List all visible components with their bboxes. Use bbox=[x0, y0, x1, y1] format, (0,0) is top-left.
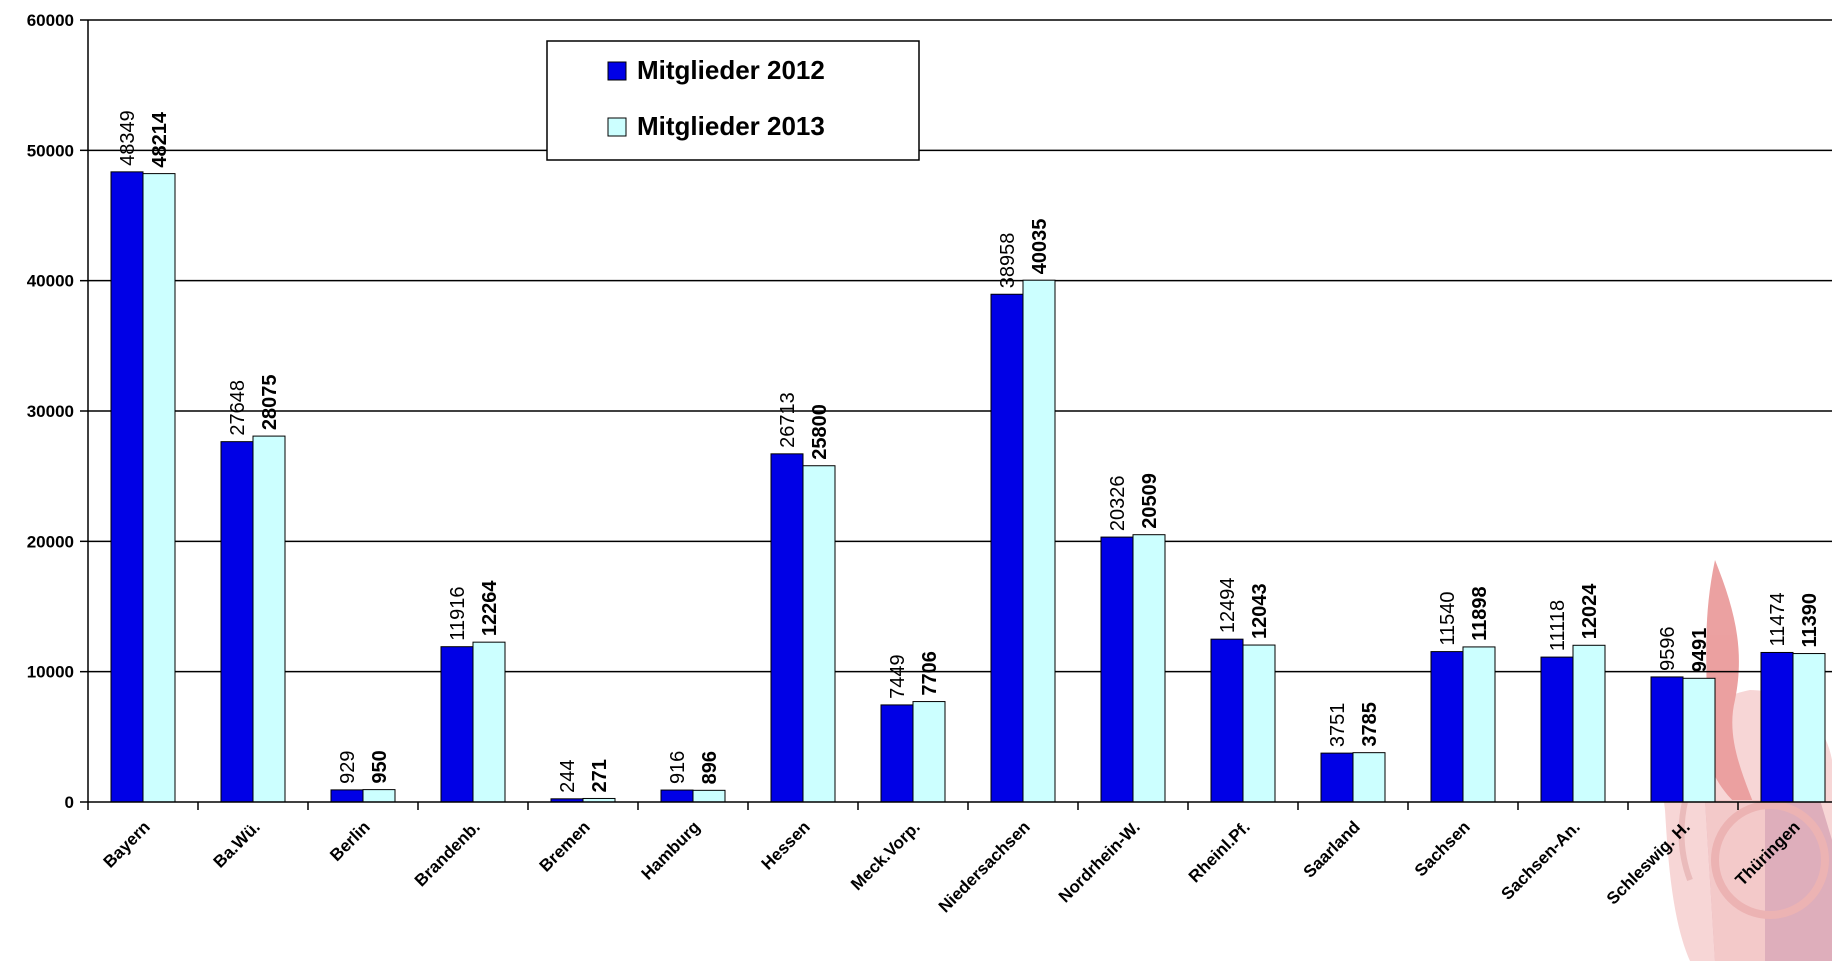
bar-2013 bbox=[1132, 534, 1166, 803]
data-label: 40035 bbox=[1029, 219, 1051, 275]
data-label: 11898 bbox=[1469, 586, 1491, 641]
data-label: 11916 bbox=[447, 587, 469, 641]
data-label: 12043 bbox=[1249, 583, 1271, 639]
data-labels: 48349 48214 27648 28075 929 950 11916 12264 244 2… bbox=[117, 110, 1821, 793]
data-label: 20326 bbox=[1107, 475, 1129, 531]
data-label: 28075 bbox=[259, 374, 281, 430]
bar-2013 bbox=[1462, 646, 1496, 803]
data-label: 11540 bbox=[1437, 591, 1459, 645]
bar-2012 bbox=[1430, 651, 1464, 803]
bar-2012 bbox=[880, 704, 914, 803]
y-tick-label: 30000 bbox=[27, 402, 74, 421]
data-label: 25800 bbox=[809, 404, 831, 460]
x-tick-label: Saarland bbox=[1300, 817, 1364, 881]
y-tick-label: 50000 bbox=[27, 141, 74, 160]
bar-2012 bbox=[330, 789, 364, 803]
bar-2013 bbox=[1792, 653, 1826, 803]
legend-label: Mitglieder 2012 bbox=[637, 55, 825, 85]
data-label: 12494 bbox=[1217, 578, 1239, 634]
x-tick-label: Meck.Vorp. bbox=[847, 817, 924, 894]
x-tick-label: Nordrhein-W. bbox=[1055, 817, 1144, 906]
y-axis-tick-labels: 0 10000 20000 30000 40000 50000 60000 bbox=[27, 11, 74, 812]
axes bbox=[80, 19, 1832, 810]
data-label: 11118 bbox=[1547, 600, 1569, 651]
data-label: 896 bbox=[699, 751, 721, 784]
x-tick-label: Hamburg bbox=[638, 817, 704, 883]
bar-2013 bbox=[142, 173, 176, 803]
gridlines bbox=[88, 19, 1832, 673]
data-label: 38958 bbox=[997, 233, 1019, 289]
legend-swatch bbox=[607, 117, 627, 137]
bar-2012 bbox=[1650, 676, 1684, 803]
legend-swatch bbox=[607, 61, 627, 81]
bar-2013 bbox=[692, 789, 726, 803]
x-tick-label: Brandenb. bbox=[411, 817, 484, 890]
bar-2012 bbox=[110, 171, 144, 803]
data-label: 48349 bbox=[117, 110, 139, 166]
legend-box bbox=[546, 40, 920, 161]
x-tick-label: Rheinl.Pf. bbox=[1185, 817, 1254, 886]
data-label: 12024 bbox=[1579, 583, 1601, 639]
data-label: 929 bbox=[337, 751, 359, 784]
x-axis-tick-labels: Bayern Ba.Wü. Berlin Brandenb. Bremen Hamburg… bbox=[100, 817, 1804, 916]
bar-2012 bbox=[1100, 536, 1134, 803]
y-tick-label: 40000 bbox=[27, 272, 74, 291]
bar-2012 bbox=[1210, 638, 1244, 803]
x-tick-label: Berlin bbox=[326, 817, 374, 865]
data-label: 950 bbox=[369, 750, 391, 783]
data-label: 26713 bbox=[777, 392, 799, 448]
data-label: 271 bbox=[589, 759, 611, 792]
bar-2012 bbox=[1320, 752, 1354, 803]
bar-2012 bbox=[440, 646, 474, 803]
bar-2013 bbox=[1352, 752, 1386, 803]
bar-2013 bbox=[1242, 644, 1276, 803]
data-label: 11390 bbox=[1799, 593, 1821, 648]
bar-2013 bbox=[1022, 279, 1056, 803]
y-tick-label: 0 bbox=[65, 793, 74, 812]
bar-2013 bbox=[472, 641, 506, 803]
bar-2013 bbox=[802, 465, 836, 803]
bar-2013 bbox=[362, 789, 396, 803]
x-tick-label: Ba.Wü. bbox=[210, 817, 264, 871]
data-label: 3785 bbox=[1359, 702, 1381, 747]
bar-2013 bbox=[1682, 677, 1716, 803]
data-label: 12264 bbox=[479, 580, 501, 636]
data-label: 7706 bbox=[919, 651, 941, 696]
bar-2013 bbox=[912, 701, 946, 803]
legend-label: Mitglieder 2013 bbox=[637, 111, 825, 141]
bar-2012 bbox=[770, 453, 804, 803]
x-tick-label: Bayern bbox=[100, 817, 154, 871]
data-label: 9491 bbox=[1689, 628, 1711, 673]
bar-2012 bbox=[1760, 651, 1794, 803]
x-tick-label: Sachsen bbox=[1411, 817, 1474, 880]
data-label: 11474 bbox=[1767, 592, 1789, 646]
data-label: 27648 bbox=[227, 380, 249, 436]
bar-2013 bbox=[1572, 644, 1606, 803]
bar-2013 bbox=[252, 435, 286, 803]
data-label: 20509 bbox=[1139, 473, 1161, 529]
bar-2012 bbox=[990, 293, 1024, 803]
x-tick-label: Bremen bbox=[536, 817, 594, 875]
bar-2012 bbox=[220, 441, 254, 803]
data-label: 48214 bbox=[149, 111, 171, 167]
x-tick-label: Niedersachsen bbox=[935, 817, 1034, 916]
data-label: 3751 bbox=[1327, 703, 1349, 748]
data-label: 244 bbox=[557, 759, 579, 792]
bars bbox=[110, 171, 1826, 803]
legend: Mitglieder 2012 Mitglieder 2013 bbox=[546, 40, 920, 161]
x-tick-label: Sachsen-An. bbox=[1498, 817, 1584, 903]
bar-2012 bbox=[1540, 656, 1574, 803]
y-tick-label: 20000 bbox=[27, 532, 74, 551]
data-label: 7449 bbox=[887, 654, 909, 699]
y-tick-label: 60000 bbox=[27, 11, 74, 30]
data-label: 9596 bbox=[1657, 626, 1679, 671]
y-tick-label: 10000 bbox=[27, 663, 74, 682]
data-label: 916 bbox=[667, 751, 689, 784]
bar-2012 bbox=[660, 789, 694, 803]
x-tick-label: Hessen bbox=[758, 817, 814, 873]
